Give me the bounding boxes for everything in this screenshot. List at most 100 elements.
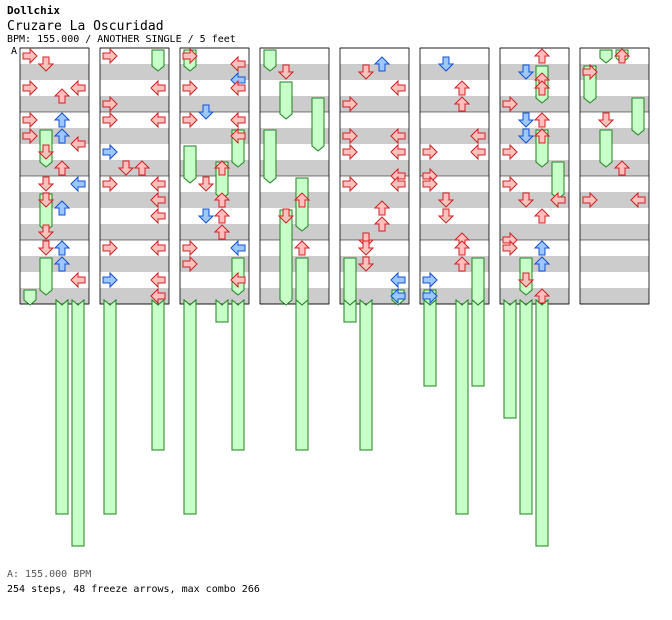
row-stripe bbox=[500, 224, 569, 240]
left-arrow-icon bbox=[502, 95, 518, 113]
right-arrow-icon bbox=[70, 271, 86, 289]
row-stripe bbox=[100, 128, 169, 144]
row-stripe bbox=[340, 160, 409, 176]
freeze-arrow bbox=[151, 298, 165, 451]
up-arrow-icon bbox=[613, 160, 631, 176]
row-stripe bbox=[260, 256, 329, 272]
up-arrow-icon bbox=[53, 112, 71, 128]
right-arrow-icon bbox=[470, 143, 486, 161]
left-arrow-icon bbox=[182, 47, 198, 65]
right-arrow-icon bbox=[230, 239, 246, 257]
left-arrow-icon bbox=[22, 79, 38, 97]
column-border bbox=[179, 47, 250, 305]
right-arrow-icon bbox=[390, 271, 406, 289]
down-arrow-icon bbox=[197, 104, 215, 120]
down-arrow-icon bbox=[197, 208, 215, 224]
right-arrow-icon bbox=[390, 79, 406, 97]
row-stripe bbox=[420, 64, 489, 80]
up-arrow-icon bbox=[373, 200, 391, 216]
chart-info: BPM: 155.000 / ANOTHER SINGLE / 5 feet bbox=[7, 34, 236, 45]
up-arrow-icon bbox=[613, 48, 631, 64]
up-arrow-icon bbox=[533, 112, 551, 128]
row-stripe bbox=[580, 64, 649, 80]
up-arrow-icon bbox=[53, 200, 71, 216]
step-stats: 254 steps, 48 freeze arrows, max combo 2… bbox=[7, 584, 260, 595]
up-arrow-icon bbox=[453, 80, 471, 96]
row-stripe bbox=[20, 96, 89, 112]
row-stripe bbox=[100, 192, 169, 208]
row-stripe bbox=[260, 64, 329, 80]
down-arrow-icon bbox=[517, 64, 535, 80]
down-arrow-icon bbox=[437, 192, 455, 208]
down-arrow-icon bbox=[357, 256, 375, 272]
right-arrow-icon bbox=[150, 175, 166, 193]
freeze-arrow bbox=[519, 298, 533, 515]
left-arrow-icon bbox=[582, 191, 598, 209]
left-arrow-icon bbox=[102, 239, 118, 257]
freeze-arrow bbox=[599, 129, 613, 168]
row-stripe bbox=[20, 224, 89, 240]
down-arrow-icon bbox=[37, 224, 55, 240]
down-arrow-icon bbox=[437, 208, 455, 224]
left-arrow-icon bbox=[102, 271, 118, 289]
right-arrow-icon bbox=[70, 175, 86, 193]
up-arrow-icon bbox=[213, 192, 231, 208]
freeze-arrow bbox=[455, 298, 469, 515]
left-arrow-icon bbox=[182, 111, 198, 129]
up-arrow-icon bbox=[213, 160, 231, 176]
down-arrow-icon bbox=[517, 112, 535, 128]
left-arrow-icon bbox=[582, 63, 598, 81]
left-arrow-icon bbox=[342, 127, 358, 145]
row-stripe bbox=[100, 96, 169, 112]
right-arrow-icon bbox=[230, 271, 246, 289]
left-arrow-icon bbox=[422, 143, 438, 161]
left-arrow-icon bbox=[102, 111, 118, 129]
freeze-arrow bbox=[103, 298, 117, 515]
left-arrow-icon bbox=[182, 239, 198, 257]
row-stripe bbox=[500, 192, 569, 208]
freeze-arrow bbox=[39, 257, 53, 296]
row-stripe bbox=[340, 96, 409, 112]
row-stripe bbox=[420, 224, 489, 240]
left-arrow-icon bbox=[502, 143, 518, 161]
freeze-arrow bbox=[295, 257, 309, 306]
left-arrow-icon bbox=[102, 95, 118, 113]
row-stripe bbox=[420, 192, 489, 208]
freeze-arrow bbox=[343, 257, 357, 306]
row-stripe bbox=[420, 160, 489, 176]
freeze-arrow bbox=[471, 257, 485, 306]
up-arrow-icon bbox=[213, 208, 231, 224]
column-border bbox=[99, 47, 170, 305]
down-arrow-icon bbox=[37, 192, 55, 208]
freeze-arrow bbox=[343, 298, 357, 323]
up-arrow-icon bbox=[53, 240, 71, 256]
freeze-arrow bbox=[423, 298, 437, 387]
left-arrow-icon bbox=[22, 111, 38, 129]
freeze-arrow bbox=[151, 49, 165, 72]
right-arrow-icon bbox=[390, 287, 406, 305]
freeze-arrow bbox=[503, 298, 517, 419]
artist-name: Dollchix bbox=[7, 4, 60, 17]
down-arrow-icon bbox=[277, 64, 295, 80]
left-arrow-icon bbox=[182, 79, 198, 97]
down-arrow-icon bbox=[197, 176, 215, 192]
up-arrow-icon bbox=[453, 256, 471, 272]
freeze-arrow bbox=[263, 49, 277, 72]
row-stripe bbox=[500, 96, 569, 112]
freeze-arrow bbox=[231, 298, 245, 451]
freeze-arrow bbox=[23, 289, 37, 306]
freeze-arrow bbox=[55, 298, 69, 515]
freeze-arrow bbox=[359, 298, 373, 451]
right-arrow-icon bbox=[150, 207, 166, 225]
row-stripe bbox=[20, 192, 89, 208]
freeze-arrow bbox=[295, 298, 309, 451]
freeze-arrow bbox=[183, 298, 197, 515]
left-arrow-icon bbox=[182, 255, 198, 273]
row-stripe bbox=[420, 128, 489, 144]
right-arrow-icon bbox=[150, 287, 166, 305]
right-arrow-icon bbox=[150, 271, 166, 289]
left-arrow-icon bbox=[422, 175, 438, 193]
column-border bbox=[419, 47, 490, 305]
right-arrow-icon bbox=[150, 79, 166, 97]
